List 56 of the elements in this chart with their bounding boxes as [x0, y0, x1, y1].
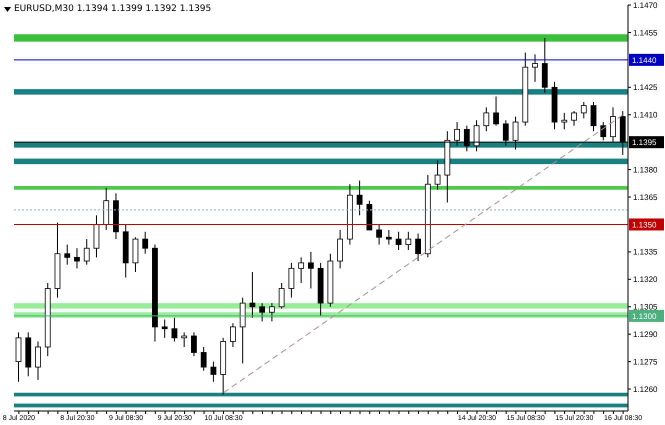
candlestick	[35, 341, 41, 380]
candlestick	[16, 332, 22, 382]
candlestick	[542, 37, 548, 94]
y-tick-label: 1.1260	[633, 384, 658, 394]
candlestick	[132, 236, 138, 273]
candlestick	[337, 229, 344, 269]
candlestick	[200, 346, 207, 372]
ref-line-label: 1.1440	[632, 56, 658, 65]
candlestick	[162, 319, 168, 338]
y-tick-label: 1.1425	[633, 83, 658, 92]
candlestick	[94, 214, 100, 258]
candlestick	[415, 233, 421, 262]
candlestick	[580, 101, 587, 119]
candlestick	[298, 256, 304, 284]
y-tick-label: 1.1380	[633, 165, 658, 174]
candlestick	[376, 224, 382, 246]
candlestick	[356, 180, 363, 216]
candlestick	[483, 106, 490, 132]
candlestick	[268, 302, 275, 322]
y-tick-label: 1.1365	[633, 192, 658, 202]
candlestick	[172, 317, 178, 342]
candlestick	[308, 251, 314, 289]
candlestick	[571, 110, 577, 126]
chart-title: EURUSD,M30 1.1394 1.1399 1.1392 1.1395	[14, 4, 212, 14]
ref-line-label: 1.1395	[632, 138, 658, 148]
y-tick-label: 1.1320	[633, 275, 658, 284]
candlestick	[396, 231, 402, 251]
candlestick	[405, 231, 412, 251]
candlestick	[386, 229, 392, 246]
candlestick	[230, 322, 236, 348]
candlestick	[532, 54, 538, 82]
candlestick	[74, 248, 80, 269]
candlestick	[181, 332, 188, 348]
y-tick-label: 1.1470	[633, 0, 658, 10]
candlestick	[191, 332, 197, 357]
y-tick-label: 1.1455	[633, 28, 658, 38]
candlestick	[278, 282, 285, 310]
candlestick	[288, 262, 294, 298]
y-tick-label: 1.1335	[633, 248, 658, 257]
y-tick-label: 1.1290	[633, 330, 658, 340]
candlestick	[434, 160, 440, 190]
candlestick	[561, 112, 568, 130]
y-tick-label: 1.1275	[633, 357, 658, 366]
candlestick	[210, 361, 216, 382]
ref-line-label: 1.1300	[632, 312, 658, 321]
candlestick	[590, 101, 596, 132]
ref-line-label: 1.1350	[632, 220, 658, 230]
candlestick	[493, 96, 499, 126]
candlestick	[142, 231, 148, 254]
candlestick	[240, 297, 246, 364]
candlestick	[250, 272, 256, 318]
candlestick	[64, 244, 70, 266]
candlestick	[84, 238, 90, 266]
y-tick-label: 1.1410	[633, 110, 658, 120]
candlestick	[259, 302, 266, 322]
y-tick-label: 1.1305	[633, 302, 658, 312]
